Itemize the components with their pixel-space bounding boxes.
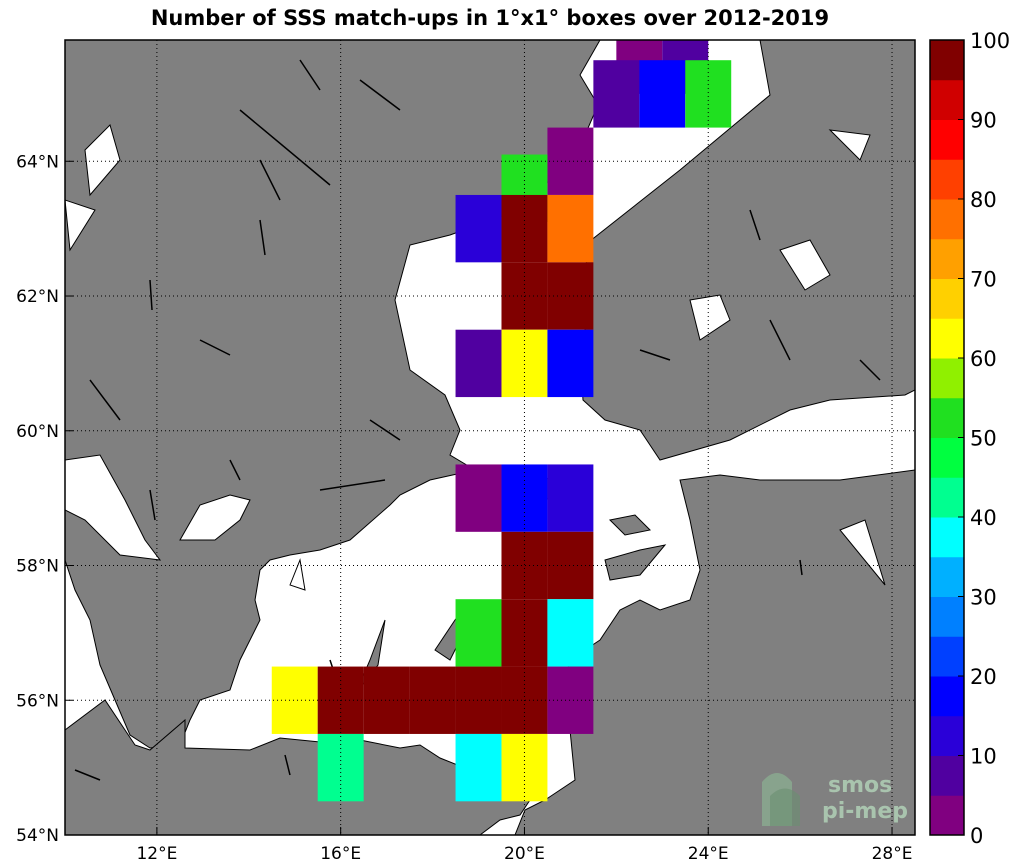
matchup-cell [455,464,502,532]
colorbar-tick-label: 20 [970,665,997,689]
chart-title: Number of SSS match-ups in 1°x1° boxes o… [150,6,830,30]
lake-norway-3 [65,454,162,561]
lake-finland-1 [779,239,831,291]
colorbar-tick-label: 90 [970,109,997,133]
lat-tick-label: 64°N [16,152,59,172]
colorbar-segment [930,676,964,717]
matchup-cell [409,666,456,734]
lon-tick-label: 28°E [872,844,913,864]
logo-line-1: smos [828,773,892,798]
colorbar-segment [930,636,964,677]
lat-tick-label: 62°N [16,287,59,307]
matchup-cell [547,194,594,263]
land-saaremaa [604,544,667,581]
colorbar-tick-label: 0 [970,824,983,848]
colorbar-segment [930,437,964,478]
matchup-cell [639,60,686,128]
colorbar-tick-label: 50 [970,427,997,451]
matchup-cell [455,733,502,802]
colorbar-segment [930,477,964,518]
lon-tick-label: 12°E [136,844,177,864]
colorbar-segment [930,358,964,399]
rivers-layer [74,59,881,781]
land-hiiumaa [608,514,652,536]
lake-finland-2 [828,129,871,161]
matchup-cell [317,733,364,802]
wave-icon [762,773,800,826]
matchup-cell [547,599,594,667]
colorbar-tick-label: 40 [970,506,997,530]
lon-tick-label: 24°E [688,844,729,864]
matchup-cell [547,329,594,398]
colorbar-tick-label: 100 [970,29,1010,53]
lon-tick-label: 16°E [320,844,361,864]
land-denmark [65,699,531,835]
smos-pimep-logo: smos pi-mep [762,773,908,826]
matchup-cell [455,666,502,734]
colorbar-segment [930,755,964,796]
colorbar-tick-label: 10 [970,745,997,769]
matchup-cell [547,531,594,600]
matchup-cell [593,60,640,128]
colorbar-segment [930,556,964,597]
matchup-cell [455,194,502,263]
matchup-cell [685,60,732,128]
lake-ladoga [839,519,886,586]
lat-tick-label: 56°N [16,691,59,711]
colorbar-segment [930,238,964,279]
lake-norway-2 [65,199,96,252]
matchup-cell [363,666,410,734]
matchup-cell [547,464,594,532]
colorbar-segment [930,397,964,438]
matchup-cell [455,599,502,667]
colorbar-tick-label: 30 [970,586,997,610]
colorbar-segment [930,318,964,359]
matchup-cell [501,531,548,600]
colorbar-segment [930,278,964,319]
logo-line-2: pi-mep [822,799,908,824]
matchup-cell [501,464,548,532]
colorbar-segment [930,795,964,836]
colorbar: 0 10 20 30 40 50 60 70 80 90 100 [929,29,1010,848]
colorbar-segment [930,715,964,756]
lake-vanern [179,494,251,541]
lake-saimaa [689,294,731,341]
land-finland [579,40,915,461]
lat-tick-label: 60°N [16,422,59,442]
lake-vattern [289,558,306,591]
lake-norway-1 [84,124,121,197]
matchup-cell [547,127,594,195]
colorbar-tick-label: 60 [970,347,997,371]
colorbar-segment [930,596,964,637]
colorbar-tick-label: 80 [970,188,997,212]
lat-tick-label: 58°N [16,557,59,577]
lon-tick-label: 20°E [504,844,545,864]
lakes-layer [65,124,886,591]
land-baltic-states [514,469,915,835]
matchup-cell [547,666,594,734]
lat-tick-label: 54°N [16,826,59,846]
colorbar-segment [930,79,964,120]
colorbar-segment [930,517,964,558]
colorbar-segment [930,159,964,200]
colorbar-tick-label: 70 [970,268,997,292]
colorbar-segment [930,40,964,81]
map-frame [64,39,916,836]
map-axes: 12°E 16°E 20°E 24°E 28°E 54°N 56°N 58°N 60°N 62°N… [16,152,912,864]
colorbar-segment [930,199,964,240]
matchup-cells [271,40,732,802]
matchup-cell [547,262,594,330]
colorbar-segment [930,119,964,160]
matchup-cell [271,666,318,734]
matchup-cell [501,733,548,802]
matchup-cell [501,329,548,398]
matchup-cell [455,329,502,398]
